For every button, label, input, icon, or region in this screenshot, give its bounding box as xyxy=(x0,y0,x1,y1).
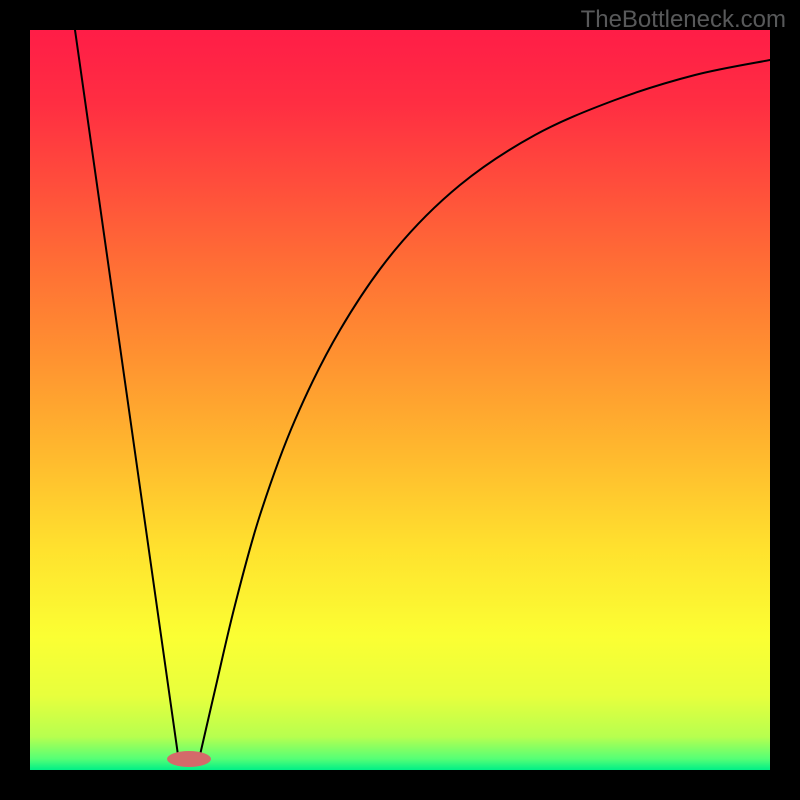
bottleneck-chart-svg xyxy=(0,0,800,800)
plot-background-gradient xyxy=(30,30,770,770)
chart-frame: TheBottleneck.com xyxy=(0,0,800,800)
optimum-marker xyxy=(167,751,211,767)
watermark-text: TheBottleneck.com xyxy=(581,6,786,34)
